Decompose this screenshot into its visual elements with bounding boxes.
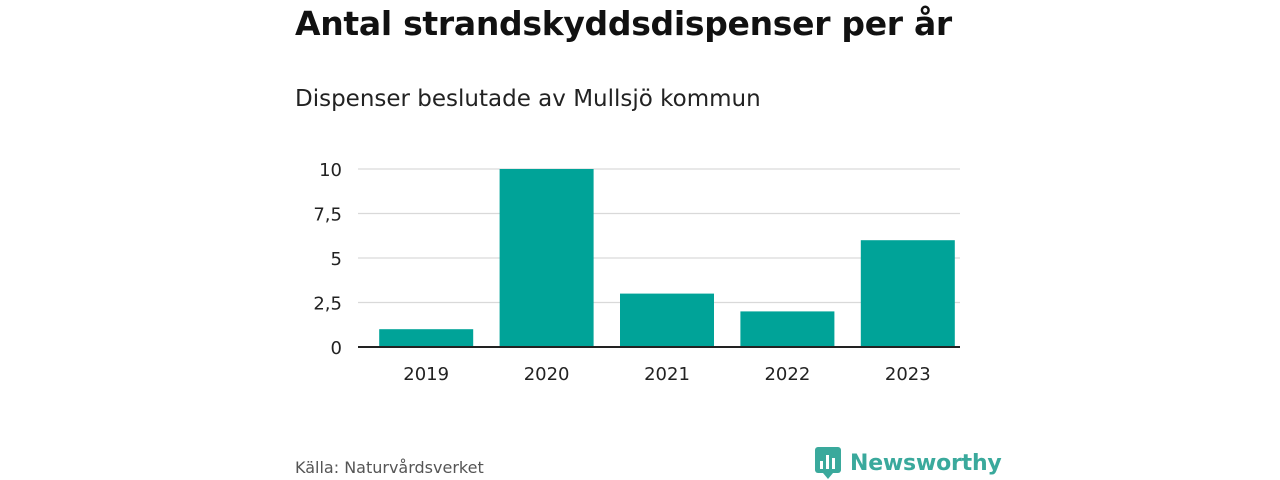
chart-subtitle: Dispenser beslutade av Mullsjö kommun (295, 86, 761, 112)
y-tick-label: 0 (331, 338, 342, 359)
x-tick-label: 2021 (644, 364, 690, 385)
bar-2019 (379, 329, 474, 347)
x-tick-label: 2020 (524, 364, 570, 385)
tick-labels: 0 2,5 5 7,5 10 2019 2020 2021 2022 2023 (313, 160, 930, 385)
bar-2023 (860, 240, 955, 347)
newsworthy-logo-icon (815, 447, 841, 479)
bars (379, 169, 955, 347)
y-tick-label: 5 (331, 249, 342, 270)
brand-name: Newsworthy (850, 450, 1002, 476)
brand-logo: Newsworthy (814, 446, 1002, 480)
bar-2021 (620, 293, 714, 347)
y-tick-label: 2,5 (313, 294, 342, 315)
x-tick-label: 2019 (403, 364, 449, 385)
y-tick-label: 10 (319, 160, 342, 181)
bar-2020 (499, 169, 594, 347)
chart-title: Antal strandskyddsdispenser per år (295, 4, 952, 43)
x-tick-label: 2022 (764, 364, 810, 385)
source-note: Källa: Naturvårdsverket (295, 458, 484, 477)
y-tick-label: 7,5 (313, 205, 342, 226)
x-tick-label: 2023 (885, 364, 931, 385)
bar-2022 (740, 311, 835, 347)
